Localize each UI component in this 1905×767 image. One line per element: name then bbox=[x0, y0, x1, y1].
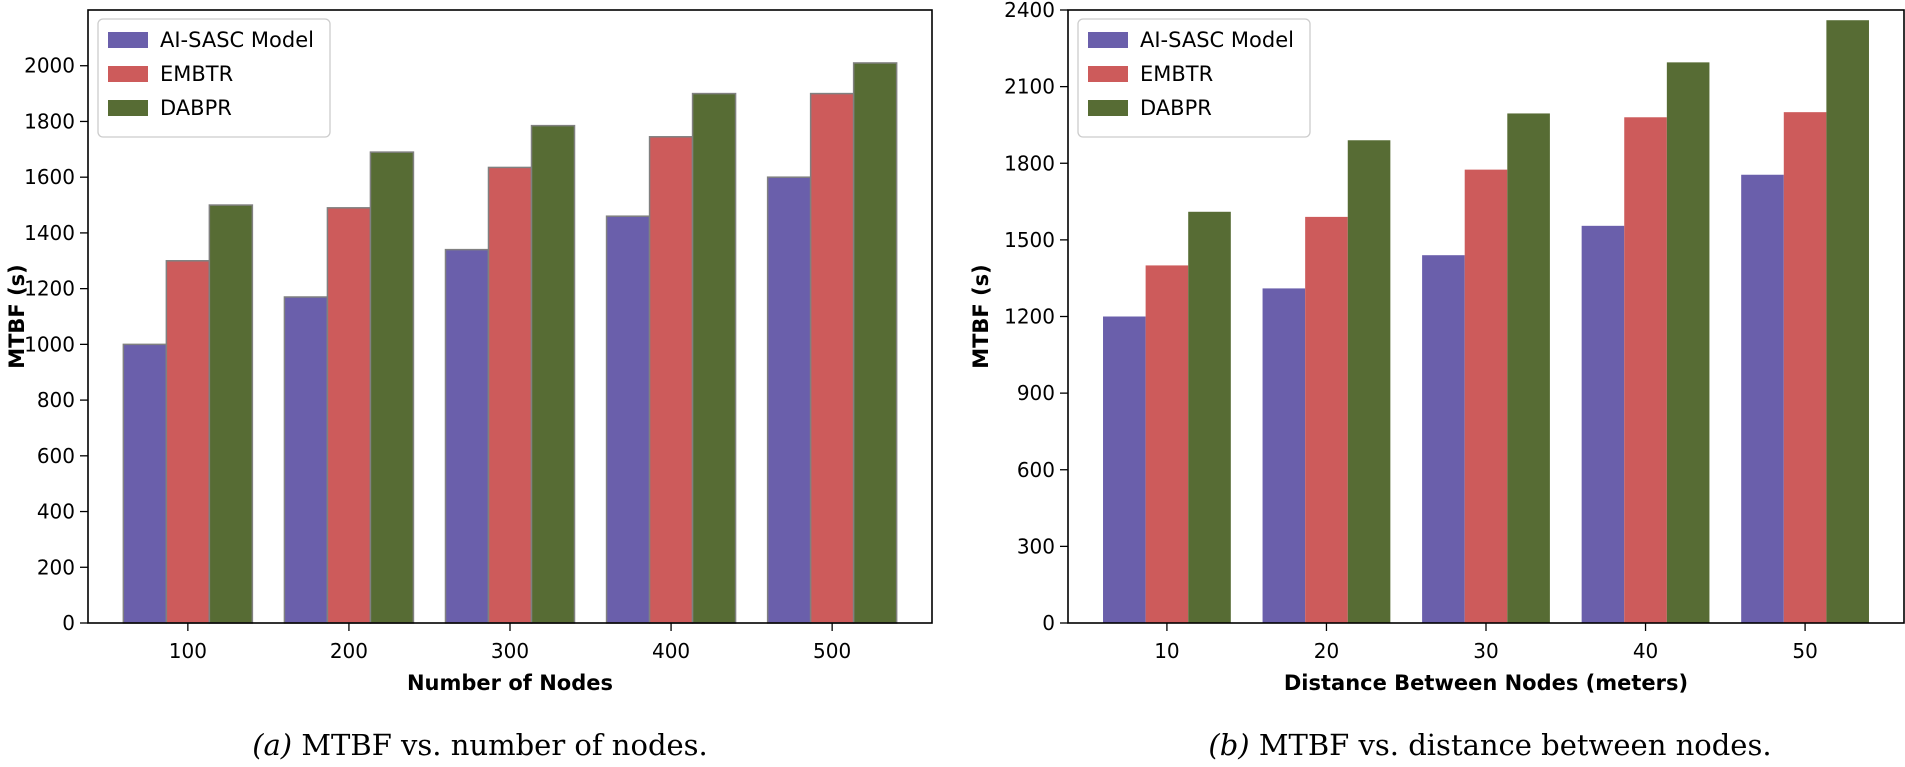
y-tick-label: 400 bbox=[37, 500, 75, 524]
legend-label: DABPR bbox=[160, 96, 232, 120]
plot-frame bbox=[87, 9, 933, 624]
legend-swatch bbox=[108, 66, 148, 82]
bar-embtr bbox=[1464, 169, 1508, 623]
legend-label: DABPR bbox=[1140, 96, 1212, 120]
legend-swatch bbox=[1088, 100, 1128, 116]
plot-frame bbox=[1067, 9, 1905, 624]
legend-label: EMBTR bbox=[160, 62, 233, 86]
y-tick-label: 1000 bbox=[24, 332, 75, 356]
bar-embtr bbox=[326, 207, 372, 624]
y-tick-label: 1200 bbox=[24, 277, 75, 301]
y-tick-label: 2100 bbox=[1004, 75, 1055, 99]
bar-ai-sasc-model bbox=[605, 215, 651, 624]
bar-ai-sasc-model bbox=[1262, 288, 1306, 623]
bar-ai-sasc-model bbox=[1422, 255, 1465, 623]
bar-dabpr bbox=[1347, 140, 1391, 623]
legend-label: AI-SASC Model bbox=[1140, 28, 1294, 52]
bar-ai-sasc-model bbox=[1741, 174, 1784, 623]
y-tick-label: 0 bbox=[1042, 611, 1055, 635]
figure-caption: (a) MTBF vs. number of nodes. bbox=[252, 728, 708, 762]
chart-mtbf-vs-distance: 0 300 600 900 1200 1500 1800 2100 2400 10 20 30 40 50… bbox=[969, 0, 1905, 762]
y-tick-label: 1800 bbox=[24, 109, 75, 133]
x-tick-label: 200 bbox=[330, 639, 368, 663]
bar-embtr bbox=[1305, 216, 1348, 623]
x-tick-label: 20 bbox=[1314, 639, 1339, 663]
y-axis-label: MTBF (s) bbox=[5, 264, 29, 369]
x-tick-label: 500 bbox=[813, 639, 851, 663]
x-tick-label: 400 bbox=[652, 639, 690, 663]
bar-dabpr bbox=[1826, 20, 1869, 623]
bar-embtr bbox=[165, 260, 211, 624]
bar-ai-sasc-model bbox=[444, 248, 490, 624]
x-tick-label: 50 bbox=[1792, 639, 1817, 663]
caption-text: MTBF vs. number of nodes. bbox=[292, 728, 708, 762]
bar-embtr bbox=[487, 166, 533, 624]
chart-mtbf-vs-nodes: 0 200 400 600 800 1000 1200 1400 1600 1800 2000 100… bbox=[5, 9, 933, 762]
y-tick-label: 600 bbox=[37, 444, 75, 468]
caption-label: (b) bbox=[1208, 728, 1249, 762]
caption-label: (a) bbox=[252, 728, 292, 762]
y-tick-label: 1200 bbox=[1004, 305, 1055, 329]
x-tick-label: 10 bbox=[1154, 639, 1179, 663]
bar-embtr bbox=[1783, 112, 1827, 624]
bar-dabpr bbox=[1188, 211, 1231, 623]
bar-ai-sasc-model bbox=[283, 296, 329, 624]
y-tick-label: 600 bbox=[1017, 458, 1055, 482]
x-tick-label: 300 bbox=[491, 639, 529, 663]
bar-ai-sasc-model bbox=[766, 176, 812, 624]
legend-swatch bbox=[1088, 32, 1128, 48]
y-tick-label: 0 bbox=[62, 611, 75, 635]
legend-swatch bbox=[1088, 66, 1128, 82]
y-tick-label: 900 bbox=[1017, 381, 1055, 405]
y-tick-label: 300 bbox=[1017, 534, 1055, 558]
bar-ai-sasc-model bbox=[1103, 316, 1146, 623]
y-tick-label: 2000 bbox=[24, 54, 75, 78]
x-tick-label: 100 bbox=[169, 639, 207, 663]
y-tick-label: 2400 bbox=[1004, 0, 1055, 22]
y-tick-label: 200 bbox=[37, 555, 75, 579]
legend-swatch bbox=[108, 100, 148, 116]
bar-dabpr bbox=[369, 151, 415, 624]
y-tick-label: 1800 bbox=[1004, 151, 1055, 175]
figure-caption: (b) MTBF vs. distance between nodes. bbox=[1208, 728, 1771, 762]
x-tick-label: 30 bbox=[1473, 639, 1498, 663]
bar-dabpr bbox=[852, 62, 898, 624]
bar-dabpr bbox=[1666, 62, 1710, 624]
x-tick-label: 40 bbox=[1633, 639, 1658, 663]
bar-dabpr bbox=[691, 92, 737, 624]
legend-label: EMBTR bbox=[1140, 62, 1213, 86]
bar-dabpr bbox=[208, 204, 254, 624]
bar-embtr bbox=[1624, 117, 1667, 624]
bar-ai-sasc-model bbox=[1581, 225, 1625, 623]
bar-embtr bbox=[809, 92, 855, 624]
x-axis-label: Distance Between Nodes (meters) bbox=[1284, 671, 1688, 695]
y-tick-label: 800 bbox=[37, 388, 75, 412]
y-axis-label: MTBF (s) bbox=[969, 264, 993, 369]
y-tick-label: 1600 bbox=[24, 165, 75, 189]
bar-embtr bbox=[648, 136, 694, 624]
x-axis-label: Number of Nodes bbox=[407, 671, 613, 695]
legend-swatch bbox=[108, 32, 148, 48]
y-tick-label: 1400 bbox=[24, 221, 75, 245]
caption-text: MTBF vs. distance between nodes. bbox=[1250, 728, 1772, 762]
bar-dabpr bbox=[530, 124, 576, 624]
y-tick-label: 1500 bbox=[1004, 228, 1055, 252]
bar-dabpr bbox=[1507, 113, 1550, 623]
bar-embtr bbox=[1145, 265, 1189, 623]
legend-label: AI-SASC Model bbox=[160, 28, 314, 52]
legend-box bbox=[1077, 18, 1311, 138]
bar-ai-sasc-model bbox=[122, 343, 168, 624]
legend-box bbox=[97, 18, 331, 138]
